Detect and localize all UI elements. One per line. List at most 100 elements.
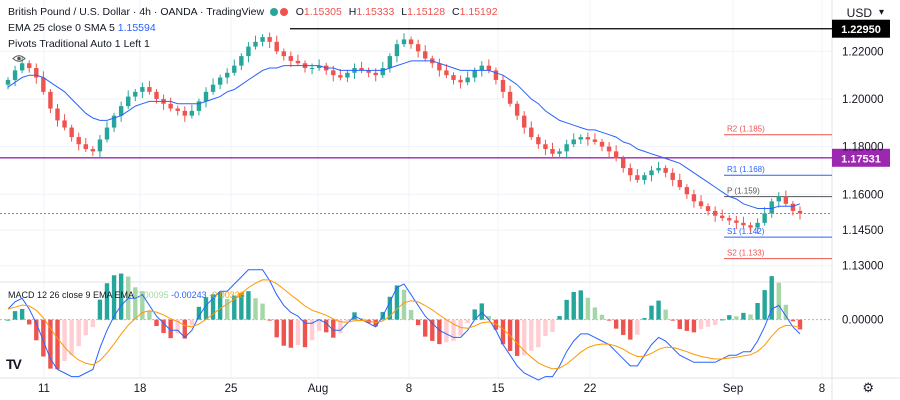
candle-body [168,103,173,109]
candle-body [34,68,39,78]
candle-body [684,187,690,195]
pivot-label: R1 (1.168) [727,165,765,174]
macd-histogram-bar [776,282,781,320]
ohlc-close: C1.15192 [452,6,498,18]
price-axis-tick: 1.18000 [842,142,884,154]
candle-body [734,220,739,223]
candlestick-series [5,32,803,234]
candle-body [705,206,711,211]
macd-histogram-bar [69,319,74,355]
ohlc-high: H1.15333 [348,6,395,18]
macd-line-value: -0.00243 [171,290,207,300]
price-axis: 1.22000 1.20000 1.18000 1.16000 1.14500 1.130… [842,46,884,326]
eye-icon[interactable] [12,54,26,63]
macd-histogram-bar [111,275,117,320]
price-axis-tick: 1.16000 [842,189,884,201]
macd-histogram-bar [19,308,25,320]
macd-histogram-bar [175,319,180,334]
macd-histogram-bar [550,319,555,332]
ohlc-low: L1.15128 [401,6,446,18]
macd-histogram-bar [529,319,534,351]
macd-histogram-bar [663,309,668,320]
macd-histogram-bar [253,298,258,320]
pivot-label: S1 (1.142) [727,227,765,236]
macd-histogram-bar [479,303,484,320]
candle-body [769,201,774,214]
candle-body [486,65,492,71]
candle-body [790,203,796,211]
macd-histogram-bar [90,319,96,328]
macd-histogram-bar [684,319,690,331]
macd-histogram-bar [543,319,548,337]
macd-histogram-bar [741,312,746,320]
macd-histogram-bar [656,300,661,320]
macd-histogram-bar [203,297,209,320]
macd-histogram-bar [444,319,449,343]
candle-body [316,65,322,69]
candle-body [288,56,294,61]
candle-body [444,70,449,76]
candle-body [90,149,96,152]
candle-body [578,137,583,140]
macd-histogram-bar [246,291,251,320]
macd-axis-tick: 0.00000 [842,315,884,327]
macd-histogram-bar [359,318,364,320]
macd-histogram-bar [147,311,152,320]
macd-histogram-bar [486,316,492,320]
candle-body [83,144,88,149]
time-axis-tick: 22 [584,383,597,395]
candle-body [380,68,385,76]
macd-histogram-bar [423,319,428,337]
candle-body [225,72,230,78]
candle-body [493,70,499,80]
pivot-label: P (1.159) [727,187,760,196]
candle-body [309,68,315,70]
candle-body [295,60,301,64]
ohlc-open: O1.15305 [295,6,342,18]
candle-body [656,168,661,171]
macd-histogram-bar [705,319,711,327]
candle-body [415,44,421,52]
candle-body [479,65,484,71]
currency-selector[interactable]: USD [846,6,872,20]
macd-histogram-bar [97,299,103,320]
interval-label[interactable]: 4h [139,6,151,18]
candle-body [408,39,414,45]
macd-histogram-bar [790,319,796,322]
macd-histogram-bar [267,319,272,321]
macd-histogram-bar [210,294,216,320]
candle-body [755,222,760,228]
macd-signal-line [7,279,801,370]
ema-legend[interactable]: EMA 25 close 0 SMA 5 1.15594 [8,22,156,34]
candle-body [613,151,619,159]
candle-body [592,139,598,142]
macd-histogram-bar [83,319,88,336]
symbol-title[interactable]: British Pound / U.S. Dollar [8,6,130,18]
candle-body [274,41,279,52]
time-axis-tick: 11 [38,383,50,395]
macd-histogram-bar [12,311,18,320]
time-axis-tick: 25 [225,383,238,395]
candle-body [663,168,668,173]
candle-body [536,137,541,145]
pivots-legend[interactable]: Pivots Traditional Auto 1 Left 1 [8,38,150,50]
macd-legend[interactable]: MACD 12 26 close 9 EMA EMA 0.00095 -0.00… [8,290,245,300]
candle-body [140,87,145,92]
candle-body [748,225,753,228]
macd-histogram-bar [281,319,286,346]
macd-histogram-bar [338,319,343,334]
macd-histogram-bar [585,297,591,320]
macd-histogram-bar [536,319,541,348]
macd-hist-value: 0.00095 [136,290,169,300]
macd-histogram-bar [288,319,294,348]
macd-histogram-bar [373,319,378,327]
gear-icon[interactable]: ⚙ [862,380,874,395]
chevron-down-icon[interactable]: ▾ [878,7,884,18]
candle-body [514,103,520,116]
macd-histogram-bar [309,319,315,341]
candle-body [776,196,781,202]
candle-body [472,70,477,78]
candle-body [147,87,152,92]
macd-histogram-bar [76,319,81,347]
